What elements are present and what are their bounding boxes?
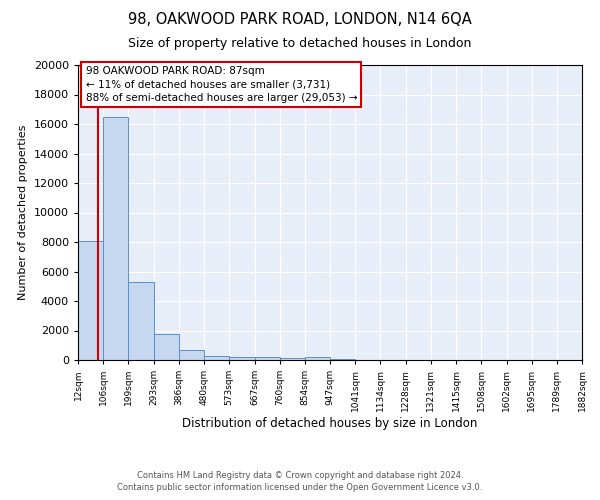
- Text: 98 OAKWOOD PARK ROAD: 87sqm
← 11% of detached houses are smaller (3,731)
88% of : 98 OAKWOOD PARK ROAD: 87sqm ← 11% of det…: [86, 66, 357, 103]
- Bar: [229, 357, 254, 360]
- Bar: [154, 334, 179, 360]
- Text: Size of property relative to detached houses in London: Size of property relative to detached ho…: [128, 38, 472, 51]
- Bar: [179, 350, 204, 360]
- Bar: [254, 357, 280, 360]
- Y-axis label: Number of detached properties: Number of detached properties: [18, 125, 28, 300]
- Bar: [78, 240, 103, 360]
- Bar: [128, 282, 154, 360]
- Bar: [305, 357, 330, 360]
- Text: Contains HM Land Registry data © Crown copyright and database right 2024.
Contai: Contains HM Land Registry data © Crown c…: [118, 471, 482, 492]
- Bar: [204, 356, 229, 360]
- Text: 98, OAKWOOD PARK ROAD, LONDON, N14 6QA: 98, OAKWOOD PARK ROAD, LONDON, N14 6QA: [128, 12, 472, 28]
- X-axis label: Distribution of detached houses by size in London: Distribution of detached houses by size …: [182, 416, 478, 430]
- Bar: [280, 358, 305, 360]
- Bar: [103, 116, 128, 360]
